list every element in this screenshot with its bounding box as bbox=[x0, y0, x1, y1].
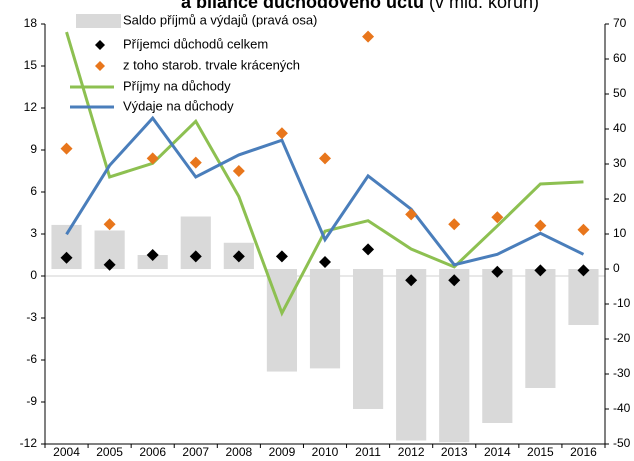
point bbox=[319, 256, 331, 268]
bar bbox=[309, 269, 341, 369]
x-tick-label: 2007 bbox=[182, 445, 209, 459]
y2-tick-label: 0 bbox=[613, 261, 620, 275]
y2-tick-label: -50 bbox=[613, 436, 631, 450]
y2-tick-label: -30 bbox=[613, 366, 631, 380]
point bbox=[189, 156, 202, 169]
bar bbox=[396, 269, 427, 441]
y2-tick-label: 40 bbox=[613, 121, 627, 135]
point bbox=[103, 218, 116, 231]
y-tick-label: -9 bbox=[26, 394, 37, 408]
x-tick-label: 2013 bbox=[441, 445, 468, 459]
x-tick-label: 2015 bbox=[527, 445, 554, 459]
y-tick-label: 18 bbox=[24, 16, 38, 30]
line bbox=[65, 115, 585, 267]
y2-tick-label: -10 bbox=[613, 296, 631, 310]
point bbox=[60, 142, 73, 155]
point bbox=[491, 211, 504, 224]
legend-swatch bbox=[95, 40, 105, 50]
bar bbox=[525, 269, 556, 388]
y-tick-label: 0 bbox=[30, 268, 37, 282]
y-tick-label: 12 bbox=[24, 100, 38, 114]
y-tick-label: -12 bbox=[20, 436, 38, 450]
chart-title: a bilance důchodového účtu (v mld. korun… bbox=[181, 0, 539, 12]
point bbox=[577, 223, 590, 236]
point bbox=[60, 251, 73, 264]
legend-swatch bbox=[76, 14, 121, 28]
point bbox=[232, 165, 245, 177]
title-note: (v mld. korun) bbox=[429, 0, 539, 12]
bar bbox=[137, 255, 168, 269]
bar bbox=[568, 269, 599, 325]
x-tick-label: 2005 bbox=[96, 445, 123, 459]
x-tick-label: 2012 bbox=[398, 445, 425, 459]
legend-label: Příjemci důchodů celkem bbox=[123, 36, 268, 51]
x-tick-label: 2011 bbox=[355, 445, 381, 459]
y2-tick-label: 60 bbox=[613, 51, 627, 65]
point bbox=[319, 152, 331, 165]
y-tick-label: -6 bbox=[26, 352, 37, 366]
y-tick-label: 3 bbox=[30, 226, 37, 240]
y2-tick-label: 70 bbox=[613, 16, 627, 30]
y2-tick-label: -20 bbox=[613, 331, 631, 345]
legend-label: Příjmy na důchody bbox=[123, 78, 231, 93]
x-tick-label: 2016 bbox=[570, 445, 597, 459]
y2-tick-label: 30 bbox=[613, 156, 627, 170]
y2-tick-label: 10 bbox=[613, 226, 627, 240]
point bbox=[146, 152, 159, 165]
point bbox=[146, 249, 159, 261]
legend-label: z toho starob. trvale krácených bbox=[123, 57, 300, 72]
point bbox=[448, 218, 461, 231]
x-tick-label: 2008 bbox=[225, 445, 252, 459]
point bbox=[362, 30, 375, 43]
x-tick-label: 2004 bbox=[53, 445, 80, 459]
bar bbox=[439, 269, 470, 443]
y2-tick-label: -40 bbox=[613, 401, 631, 415]
point bbox=[189, 250, 202, 263]
y-tick-label: 9 bbox=[30, 142, 37, 156]
y2-tick-label: 20 bbox=[613, 191, 627, 205]
legend-label: Saldo příjmů a výdajů (pravá osa) bbox=[123, 12, 317, 27]
point bbox=[362, 243, 375, 256]
point bbox=[448, 274, 461, 287]
point bbox=[275, 250, 288, 263]
point bbox=[103, 258, 116, 271]
point bbox=[534, 219, 547, 232]
x-tick-label: 2009 bbox=[269, 445, 296, 459]
legend-swatch bbox=[95, 61, 105, 71]
point bbox=[232, 250, 245, 263]
point bbox=[491, 265, 504, 278]
point bbox=[577, 264, 590, 277]
bar bbox=[482, 269, 513, 423]
x-tick-label: 2010 bbox=[312, 445, 339, 459]
x-tick-label: 2014 bbox=[484, 445, 511, 459]
y-tick-label: 15 bbox=[24, 58, 38, 72]
legend-label: Výdaje na důchody bbox=[123, 98, 234, 113]
point bbox=[405, 208, 418, 221]
point bbox=[405, 274, 418, 287]
bar bbox=[353, 269, 384, 409]
title-main: a bilance důchodového účtu bbox=[181, 0, 424, 12]
y-tick-label: 6 bbox=[30, 184, 37, 198]
y-tick-label: -3 bbox=[26, 310, 37, 324]
point bbox=[534, 264, 547, 277]
x-tick-label: 2006 bbox=[139, 445, 166, 459]
point bbox=[275, 127, 288, 140]
y2-tick-label: 50 bbox=[613, 86, 627, 100]
